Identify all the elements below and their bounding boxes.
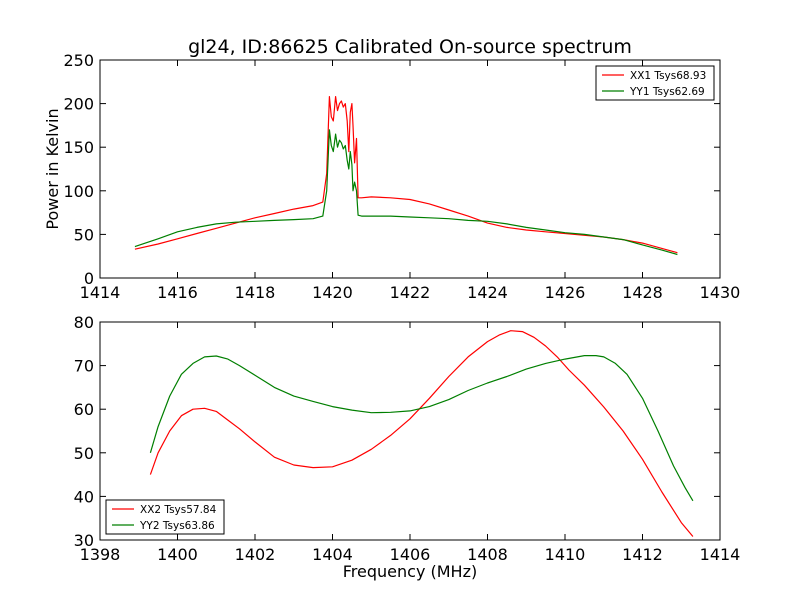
y-tick-label: 50 bbox=[74, 225, 94, 244]
y-tick-label: 70 bbox=[74, 357, 94, 376]
legend-box bbox=[595, 65, 715, 101]
legend-label-xx: XX1 Tsys68.93 bbox=[630, 70, 706, 82]
series-line-xx bbox=[134, 95, 678, 254]
x-tick-label: 1418 bbox=[235, 283, 276, 302]
y-tick-label: 40 bbox=[74, 487, 94, 506]
legend-box bbox=[105, 499, 225, 535]
x-tick-label: 1412 bbox=[622, 545, 663, 564]
x-tick-label: 1398 bbox=[80, 545, 121, 564]
y-tick-label: 150 bbox=[63, 138, 94, 157]
x-tick-label: 1402 bbox=[235, 545, 276, 564]
top-spectrum-plot: 1414 1416 1418 1420 1422 1424 1426 1428 1430 0 50 1… bbox=[43, 51, 740, 302]
y-tick-label: 200 bbox=[63, 95, 94, 114]
bottom-spectrum-plot: 1398 1400 1402 1404 1406 1408 1410 1412 1414 30 40… bbox=[74, 313, 741, 581]
legend-label-xx: XX2 Tsys57.84 bbox=[140, 504, 217, 516]
x-tick-label: 1430 bbox=[700, 283, 741, 302]
x-tick-label: 1420 bbox=[312, 283, 353, 302]
x-tick-label: 1400 bbox=[157, 545, 198, 564]
legend-label-yy: YY1 Tsys62.69 bbox=[629, 86, 705, 98]
y-tick-label: 250 bbox=[63, 51, 94, 70]
x-tick-label: 1414 bbox=[700, 545, 741, 564]
y-tick-label: 60 bbox=[74, 400, 94, 419]
x-tick-label: 1414 bbox=[80, 283, 121, 302]
x-axis-label: Frequency (MHz) bbox=[343, 562, 477, 581]
y-tick-label: 80 bbox=[74, 313, 94, 332]
y-tick-label: 50 bbox=[74, 444, 94, 463]
x-tick-label: 1406 bbox=[390, 545, 431, 564]
legend: XX2 Tsys57.84 YY2 Tsys63.86 bbox=[105, 499, 225, 535]
x-tick-label: 1404 bbox=[312, 545, 353, 564]
y-tick-label: 100 bbox=[63, 182, 94, 201]
x-tick-label: 1426 bbox=[545, 283, 586, 302]
legend: XX1 Tsys68.93 YY1 Tsys62.69 bbox=[595, 65, 715, 101]
y-tick-label: 30 bbox=[74, 531, 94, 550]
series-line-yy bbox=[149, 355, 694, 502]
y-axis-label: Power in Kelvin bbox=[43, 108, 62, 229]
x-tick-label: 1424 bbox=[467, 283, 508, 302]
legend-label-yy: YY2 Tsys63.86 bbox=[139, 520, 215, 532]
x-tick-label: 1422 bbox=[390, 283, 431, 302]
y-tick-label: 0 bbox=[84, 269, 94, 288]
series-line-yy bbox=[134, 129, 678, 256]
x-tick-label: 1408 bbox=[467, 545, 508, 564]
x-tick-label: 1416 bbox=[157, 283, 198, 302]
figure-title: gl24, ID:86625 Calibrated On-source spec… bbox=[188, 36, 632, 58]
x-tick-label: 1428 bbox=[622, 283, 663, 302]
x-tick-label: 1410 bbox=[545, 545, 586, 564]
